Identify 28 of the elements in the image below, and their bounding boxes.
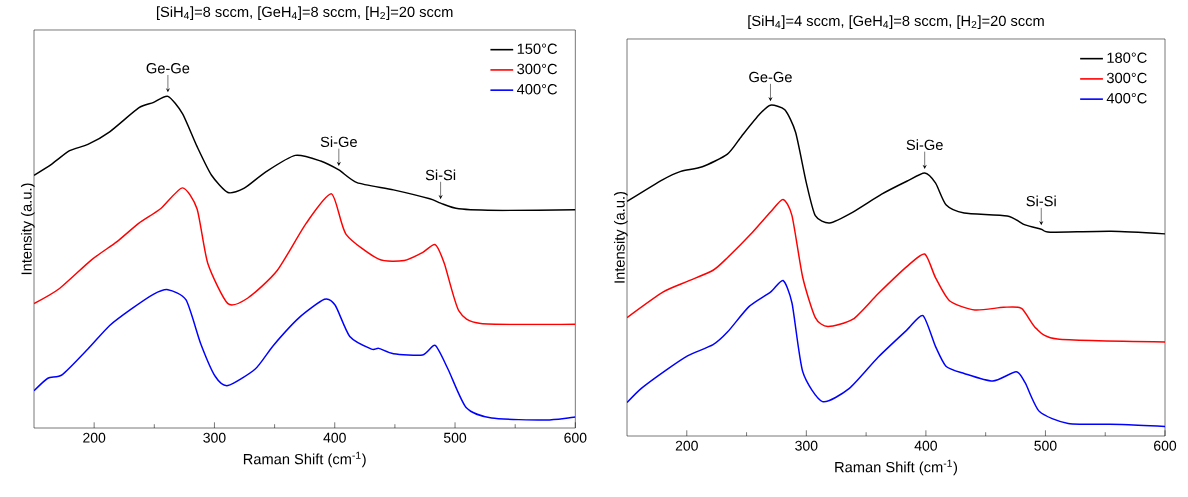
annotation: Si-Si: [425, 169, 456, 181]
x-tick-label: 600: [564, 432, 587, 443]
x-tick-label: 200: [675, 440, 698, 451]
chart-title: [SiH$_{4}$]=8 sccm, [GeH$_{4}$]=8 sccm, [H$_{2}$]=20 sccm: [156, 6, 453, 20]
y-axis-title: Intensity (a.u.): [613, 191, 628, 283]
x-tick-label: 300: [795, 440, 818, 451]
x-axis-title: Raman Shift (cm$^{-1}$): [835, 459, 958, 476]
legend-label: 300°C: [517, 63, 558, 75]
annotation: Ge-Ge: [749, 71, 792, 83]
x-tick-label: 500: [1034, 440, 1057, 451]
chart-title: [SiH$_{4}$]=4 sccm, [GeH$_{4}$]=8 sccm, [H$_{2}$]=20 sccm: [748, 15, 1044, 29]
legend-label: 180°C: [1107, 52, 1147, 63]
x-tick-label: 300: [203, 432, 226, 443]
x-tick-label: 200: [83, 432, 106, 443]
x-axis-title: Raman Shift (cm$^{-1}$): [243, 451, 366, 468]
legend-label: 150°C: [517, 43, 558, 54]
x-tick-label: 500: [443, 432, 467, 443]
x-tick-label: 600: [1154, 440, 1177, 451]
legend-label: 400°C: [516, 84, 558, 95]
legend-label: 300°C: [1106, 72, 1147, 84]
annotation: Si-Ge: [320, 136, 357, 148]
x-tick-label: 400: [323, 432, 346, 443]
annotation: Ge-Ge: [146, 63, 190, 74]
x-tick-label: 400: [914, 440, 938, 451]
annotation: Si-Si: [1026, 195, 1056, 207]
annotation: Si-Ge: [906, 139, 943, 151]
legend-label: 400°C: [1106, 93, 1147, 104]
y-axis-title: Intensity (a.u.): [20, 183, 35, 275]
